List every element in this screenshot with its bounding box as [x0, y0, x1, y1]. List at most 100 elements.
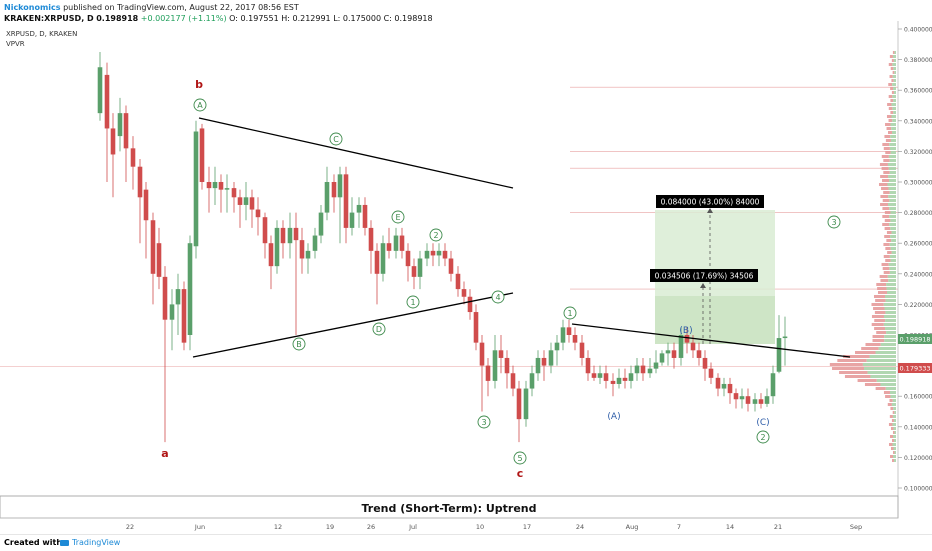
volume-bar-buy: [867, 371, 896, 374]
volume-bar-sell: [885, 151, 891, 154]
candle-body: [331, 182, 337, 198]
volume-bar-buy: [883, 315, 896, 318]
wave-label-n3[interactable]: 3: [831, 218, 836, 227]
candle-body: [585, 357, 591, 374]
volume-bar-sell: [875, 299, 886, 302]
wave-label-w3[interactable]: 3: [481, 418, 486, 427]
candle-body: [659, 353, 665, 363]
candle-body: [591, 373, 597, 378]
candle-body: [405, 250, 411, 267]
time-tick-label: 10: [476, 523, 484, 531]
wave-label-n2[interactable]: 2: [760, 433, 765, 442]
volume-bar-sell: [883, 147, 890, 150]
volume-bar-buy: [888, 263, 896, 266]
wave-label-w1[interactable]: 1: [410, 298, 415, 307]
wave-label-A[interactable]: A: [197, 101, 203, 110]
candle-body: [702, 357, 708, 369]
candle-body: [473, 312, 479, 343]
volume-bar-buy: [888, 175, 896, 178]
volume-bar-buy: [893, 99, 896, 102]
volume-bar-sell: [891, 459, 894, 462]
candle-body: [566, 327, 572, 335]
volume-bar-buy: [894, 431, 896, 434]
volume-bar-buy: [893, 407, 896, 410]
candle-body: [193, 131, 199, 247]
volume-bar-buy: [891, 115, 896, 118]
wave-label-b[interactable]: b: [195, 78, 203, 91]
candle-body: [349, 212, 355, 228]
time-tick-label: Aug: [626, 523, 639, 531]
wave-label-w2[interactable]: 2: [433, 231, 438, 240]
candle-body: [399, 235, 405, 251]
wave-label-c[interactable]: c: [517, 467, 524, 480]
wave-label-n1[interactable]: 1: [567, 309, 572, 318]
candle-body: [721, 383, 727, 389]
candle-body: [485, 365, 491, 381]
tradingview-brand[interactable]: TradingView: [60, 538, 120, 547]
indicator-label[interactable]: VPVR: [6, 40, 25, 48]
time-axis[interactable]: 22 Jun 12 19 26 Jul 10 17 24 Aug 7 14 21 Sep: [0, 517, 898, 531]
volume-bar-buy: [893, 91, 896, 94]
candle-body: [597, 373, 603, 378]
volume-bar-buy: [891, 231, 896, 234]
volume-bar-sell: [889, 455, 893, 458]
candle-body: [268, 243, 274, 267]
candle-body: [492, 350, 498, 381]
triangle-lower-line[interactable]: [192, 292, 514, 358]
candle-body: [541, 357, 547, 366]
wave-label-D[interactable]: D: [376, 325, 382, 334]
triangle-upper-line[interactable]: [198, 117, 514, 189]
breakout-line[interactable]: [571, 323, 851, 358]
volume-bar-buy: [885, 387, 896, 390]
target-zone-lower: [655, 296, 775, 344]
volume-bar-buy: [884, 307, 896, 310]
volume-bar-buy: [892, 443, 896, 446]
volume-bar-buy: [890, 259, 896, 262]
volume-bar-sell: [873, 295, 885, 298]
volume-bar-sell: [883, 171, 890, 174]
ohlc-line: KRAKEN:XRPUSD, D 0.198918 +0.002177 (+1.…: [4, 14, 433, 23]
volume-bar-sell: [873, 307, 885, 310]
volume-bar-sell: [885, 139, 891, 142]
wave-label-B[interactable]: B: [296, 340, 302, 349]
volume-bar-buy: [884, 295, 896, 298]
volume-bar-buy: [886, 283, 896, 286]
wave-label-E[interactable]: E: [395, 213, 400, 222]
price-axis[interactable]: 0.400000 0.380000 0.360000 0.340000 0.320000…: [897, 21, 932, 496]
wave-label-w4[interactable]: 4: [495, 293, 500, 302]
wave-label-pB[interactable]: (B): [679, 326, 692, 336]
wave-circle-A: [193, 98, 207, 112]
volume-bar-buy: [889, 199, 896, 202]
volume-bar-buy: [890, 219, 896, 222]
candle-body: [287, 227, 293, 244]
volume-bar-sell: [872, 339, 885, 342]
candle-body: [782, 336, 788, 339]
candle-body: [356, 204, 362, 213]
volume-bar-sell: [884, 235, 891, 238]
volume-bar-sell: [864, 383, 881, 386]
wave-label-C[interactable]: C: [333, 135, 339, 144]
volume-bar-sell: [888, 423, 893, 426]
wave-label-w5[interactable]: 5: [517, 454, 522, 463]
volume-bar-sell: [883, 159, 890, 162]
volume-bar-sell: [886, 239, 892, 242]
volume-bar-sell: [883, 391, 890, 394]
candle-body: [374, 250, 380, 274]
volume-bar-sell: [889, 55, 893, 58]
author-link[interactable]: Nickonomics: [4, 3, 61, 12]
wave-label-pA[interactable]: (A): [607, 412, 620, 422]
candle-body: [199, 128, 205, 182]
volume-bar-buy: [889, 243, 896, 246]
chart-area[interactable]: XRPUSD, D, KRAKEN VPVR a b c A B C D E 1 2 3 4 5 1 2 3(…: [0, 21, 932, 537]
wave-label-pC[interactable]: (C): [756, 418, 769, 428]
volume-bar-sell: [891, 439, 894, 442]
target-zone-upper: [655, 210, 775, 296]
volume-bar-buy: [885, 319, 896, 322]
volume-bar-sell: [889, 415, 893, 418]
volume-bar-buy: [892, 119, 896, 122]
volume-bar-sell: [887, 251, 892, 254]
wave-label-a[interactable]: a: [161, 447, 168, 460]
volume-bar-sell: [872, 335, 885, 338]
volume-bar-sell: [876, 283, 887, 286]
